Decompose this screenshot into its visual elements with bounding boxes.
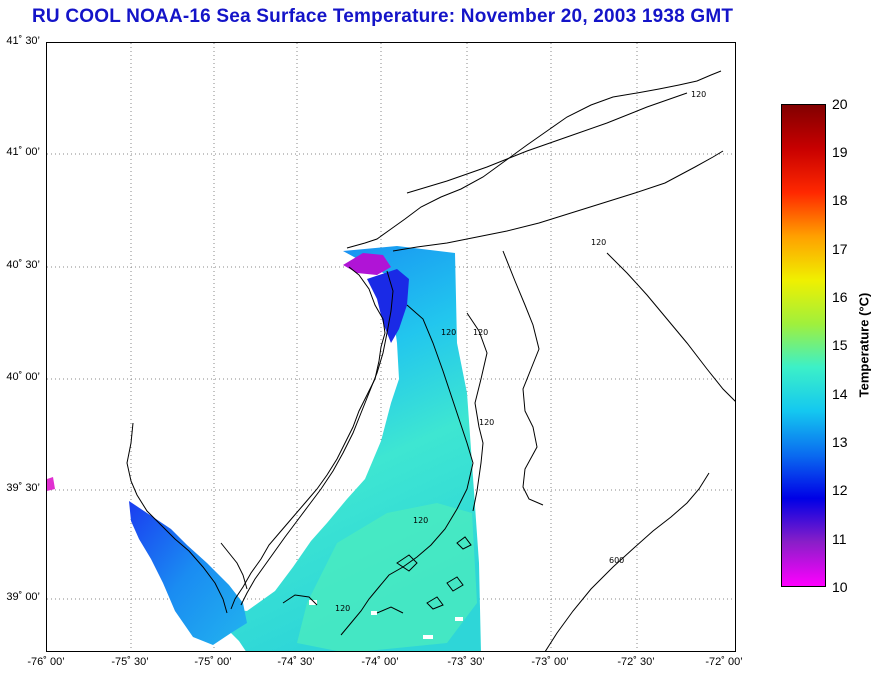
temperature-colorbar [781, 104, 826, 587]
contour-label-120-c: 120 [441, 328, 456, 337]
lon-label-75-00: -75˚ 00’ [194, 656, 232, 668]
lat-label-41-00: 41˚ 00’ [6, 146, 40, 158]
lon-label-73-30: -73˚ 30’ [447, 656, 485, 668]
sst-map: 120 120 120 120 120 120 120 600 [47, 43, 735, 651]
long-island-south-shore [392, 150, 724, 252]
contour-label-120-d: 120 [473, 328, 488, 337]
colorbar-tick-12: 12 [832, 482, 848, 498]
lat-label-39-30: 39˚ 30’ [6, 482, 40, 494]
bay-mouth-small-contours [282, 594, 404, 614]
slope-600-contour [544, 472, 710, 651]
sst-bay-edge-magenta [47, 477, 55, 491]
colorbar-tick-11: 11 [832, 531, 847, 547]
sst-bay-swath [129, 501, 247, 645]
contour-label-120-f: 120 [413, 516, 428, 525]
lon-label-73-00: -73˚ 00’ [531, 656, 569, 668]
colorbar-tick-16: 16 [832, 289, 848, 305]
east-deep-contour [606, 252, 735, 402]
lat-label-39-00: 39˚ 00’ [6, 591, 40, 603]
shelf-120-contour-b [466, 312, 488, 512]
map-title: RU COOL NOAA-16 Sea Surface Temperature:… [32, 6, 734, 27]
lat-label-40-30: 40˚ 30’ [6, 259, 40, 271]
sst-swath [47, 246, 481, 651]
delaware-bay-west-shore [126, 422, 228, 614]
sound-120-contour [406, 92, 688, 194]
shelf-120-contour-a [340, 304, 474, 636]
nj-barrier-islands [240, 270, 394, 606]
contour-label-120-e: 120 [479, 418, 494, 427]
colorbar-tick-18: 18 [832, 192, 848, 208]
colorbar-tick-15: 15 [832, 337, 848, 353]
delaware-bay-east-shore [220, 542, 248, 590]
contour-label-120-g: 120 [335, 604, 350, 613]
map-panel[interactable]: 120 120 120 120 120 120 120 600 [46, 42, 736, 652]
sst-coldest-patch [343, 253, 391, 275]
lon-label-72-00: -72˚ 00’ [705, 656, 743, 668]
contour-label-group: 120 120 120 120 120 120 120 600 [335, 90, 706, 613]
colorbar-tick-14: 14 [832, 386, 848, 402]
lon-label-74-30: -74˚ 30’ [277, 656, 315, 668]
lon-label-76-00: -76˚ 00’ [27, 656, 65, 668]
colorbar-tick-13: 13 [832, 434, 848, 450]
lat-label-41-30: 41˚ 30’ [6, 35, 40, 47]
sst-cloud-gaps [309, 600, 463, 639]
lon-label-72-30: -72˚ 30’ [617, 656, 655, 668]
lon-label-74-00: -74˚ 00’ [361, 656, 399, 668]
lon-label-75-30: -75˚ 30’ [111, 656, 149, 668]
long-island-north-shore [346, 70, 722, 249]
colorbar-tick-17: 17 [832, 241, 848, 257]
lat-label-40-00: 40˚ 00’ [6, 371, 40, 383]
contour-label-120-a: 120 [691, 90, 706, 99]
small-islands-contours [396, 536, 472, 610]
colorbar-tick-10: 10 [832, 579, 848, 595]
nj-coastline [230, 266, 386, 610]
colorbar-title: Temperature (°C) [856, 292, 872, 398]
colorbar-tick-20: 20 [832, 96, 848, 112]
colorbar-tick-19: 19 [832, 144, 848, 160]
coastline-contours [126, 70, 735, 651]
contour-label-120-b: 120 [591, 238, 606, 247]
contour-label-600: 600 [609, 556, 624, 565]
outer-contour [502, 250, 544, 506]
sst-cold-nearshore [367, 269, 409, 343]
